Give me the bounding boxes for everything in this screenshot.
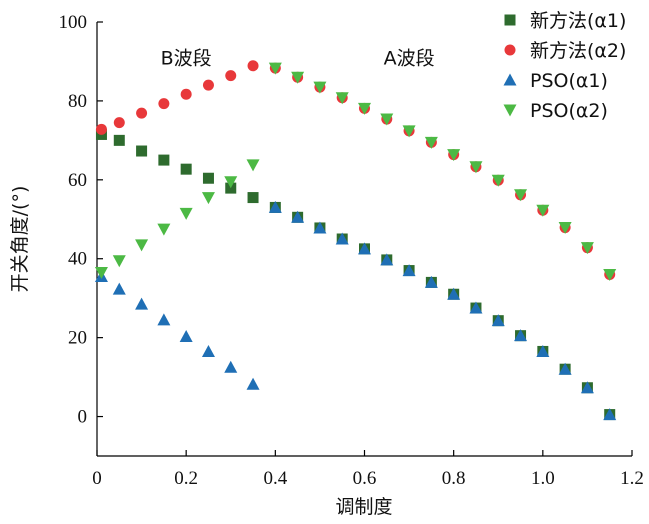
data-point	[380, 113, 394, 126]
data-point	[514, 329, 528, 342]
series-3	[94, 62, 617, 282]
data-point	[580, 381, 594, 394]
y-tick-label: 80	[68, 91, 87, 112]
data-point	[335, 92, 349, 105]
data-point	[202, 79, 214, 91]
y-ticks: 0 20 40 60 80 100	[59, 12, 103, 428]
data-point	[179, 207, 193, 220]
data-point	[424, 136, 438, 149]
data-point	[180, 88, 192, 100]
legend: 新方法(α1) 新方法(α2) PSO(α1) PSO(α2)	[503, 10, 626, 122]
data-point	[603, 408, 617, 421]
data-point	[380, 253, 394, 266]
data-point	[113, 117, 125, 129]
data-point	[225, 70, 237, 82]
y-tick-label: 40	[68, 249, 87, 270]
data-point	[536, 344, 550, 357]
data-point	[313, 221, 327, 234]
data-point	[202, 172, 214, 184]
data-point	[158, 98, 170, 110]
data-point	[313, 81, 327, 94]
region-label: A波段	[384, 48, 435, 70]
legend-marker	[504, 44, 516, 56]
series-1	[95, 60, 616, 281]
data-point	[224, 360, 238, 373]
data-point	[514, 189, 528, 202]
x-tick-label: 0.8	[442, 468, 466, 489]
data-point	[201, 192, 215, 205]
data-point	[112, 255, 126, 268]
data-point	[136, 145, 148, 157]
data-point	[603, 269, 617, 282]
data-point	[291, 210, 305, 223]
x-tick-label: 0.2	[174, 468, 198, 489]
data-point	[94, 267, 108, 280]
x-ticks: 0 0.2 0.4 0.6 0.8 1.0 1.2	[92, 450, 644, 489]
legend-label: PSO(α1)	[530, 70, 608, 92]
data-point	[558, 222, 572, 235]
data-point	[180, 163, 192, 175]
data-point	[402, 125, 416, 138]
data-point	[113, 134, 125, 146]
data-point	[491, 314, 505, 327]
data-point	[558, 362, 572, 375]
y-axis-title: 开关角度/(°)	[9, 186, 31, 293]
data-point	[112, 282, 126, 295]
data-point	[402, 264, 416, 277]
data-point	[247, 60, 259, 72]
legend-label: 新方法(α1)	[530, 10, 626, 32]
data-point	[447, 287, 461, 300]
x-tick-label: 0.4	[263, 468, 287, 489]
data-point	[135, 239, 149, 252]
data-point	[136, 107, 148, 119]
y-tick-label: 60	[68, 170, 87, 191]
data-point	[247, 192, 259, 204]
data-point	[246, 159, 260, 172]
data-point	[158, 154, 170, 166]
y-tick-label: 100	[59, 12, 88, 33]
legend-marker	[504, 14, 516, 26]
data-point	[246, 377, 260, 390]
data-point	[201, 344, 215, 357]
x-tick-label: 0.6	[353, 468, 377, 489]
data-point	[157, 313, 171, 326]
data-point	[424, 275, 438, 288]
legend-label: 新方法(α2)	[530, 40, 626, 62]
data-point	[224, 176, 238, 189]
series-0	[95, 128, 616, 421]
data-point	[157, 223, 171, 236]
data-point	[268, 62, 282, 75]
data-point	[291, 71, 305, 84]
data-point	[179, 329, 193, 342]
x-axis-title: 调制度	[335, 496, 392, 518]
x-tick-label: 1.0	[531, 468, 555, 489]
data-point	[447, 149, 461, 162]
data-point	[469, 301, 483, 314]
data-point	[536, 204, 550, 217]
legend-label: PSO(α2)	[530, 100, 608, 122]
data-point	[268, 200, 282, 213]
x-tick-label: 0	[92, 468, 102, 489]
series-2	[94, 200, 617, 421]
data-point	[335, 232, 349, 245]
region-annotations: B波段 A波段	[161, 48, 435, 70]
y-tick-label: 0	[78, 407, 88, 428]
legend-marker	[503, 104, 517, 117]
data-points	[94, 60, 617, 421]
data-point	[358, 102, 371, 115]
data-point	[469, 161, 483, 174]
data-point	[135, 297, 149, 310]
legend-marker	[503, 73, 517, 86]
data-point	[580, 242, 594, 255]
y-tick-label: 20	[68, 328, 87, 349]
data-point	[95, 123, 107, 135]
region-label: B波段	[161, 48, 212, 70]
data-point	[358, 242, 371, 255]
x-tick-label: 1.2	[620, 468, 644, 489]
data-point	[491, 174, 505, 187]
